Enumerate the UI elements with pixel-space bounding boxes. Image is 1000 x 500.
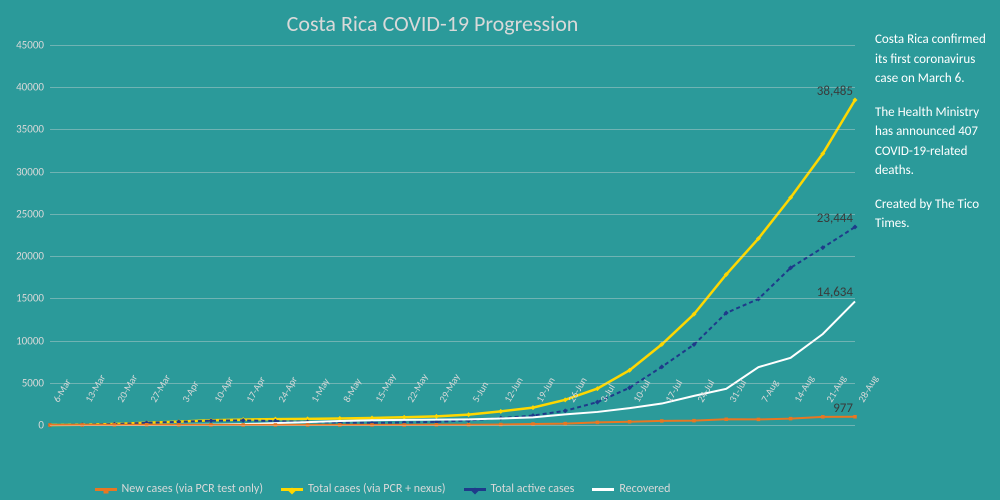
legend-label: New cases (via PCR test only): [122, 482, 263, 496]
legend: New cases (via PCR test only) Total cases…: [50, 482, 715, 496]
y-tick-label: 10000: [16, 334, 50, 347]
y-tick-label: 0: [38, 419, 50, 432]
legend-item: New cases (via PCR test only): [95, 482, 263, 496]
series-end-label: 23,444: [817, 211, 853, 226]
grid-line: [50, 129, 855, 130]
legend-swatch: [464, 488, 486, 491]
sidebar-note-1: Costa Rica confirmed its first coronavir…: [875, 30, 990, 89]
series-end-label: 38,485: [817, 84, 853, 99]
grid-line: [50, 172, 855, 173]
chart-svg: [50, 45, 855, 425]
legend-label: Total cases (via PCR + nexus): [308, 482, 446, 496]
grid-line: [50, 214, 855, 215]
grid-line: [50, 341, 855, 342]
y-tick-label: 45000: [16, 39, 50, 52]
y-tick-label: 20000: [16, 250, 50, 263]
legend-label: Recovered: [619, 482, 670, 496]
legend-item: Total cases (via PCR + nexus): [281, 482, 446, 496]
legend-item: Total active cases: [464, 482, 575, 496]
sidebar-notes: Costa Rica confirmed its first coronavir…: [865, 0, 1000, 500]
chart-area: Costa Rica COVID-19 Progression 05000100…: [0, 0, 865, 500]
grid-line: [50, 87, 855, 88]
y-tick-label: 30000: [16, 165, 50, 178]
y-tick-label: 35000: [16, 123, 50, 136]
y-tick-label: 5000: [22, 376, 50, 389]
x-axis-labels: 6-Mar13-Mar20-Mar27-Mar3-Apr10-Apr17-Apr…: [50, 398, 855, 458]
chart-title: Costa Rica COVID-19 Progression: [0, 10, 865, 37]
y-tick-label: 25000: [16, 207, 50, 220]
plot-region: 0500010000150002000025000300003500040000…: [50, 45, 855, 425]
legend-item: Recovered: [592, 482, 670, 496]
legend-swatch: [95, 488, 117, 491]
sidebar-note-2: The Health Ministry has announced 407 CO…: [875, 103, 990, 181]
grid-line: [50, 45, 855, 46]
legend-label: Total active cases: [491, 482, 575, 496]
y-tick-label: 15000: [16, 292, 50, 305]
sidebar-note-3: Created by The Tico Times.: [875, 195, 990, 234]
legend-swatch: [281, 488, 303, 491]
legend-swatch: [592, 488, 614, 491]
series-end-label: 14,634: [817, 285, 853, 300]
y-tick-label: 40000: [16, 81, 50, 94]
grid-line: [50, 256, 855, 257]
grid-line: [50, 298, 855, 299]
